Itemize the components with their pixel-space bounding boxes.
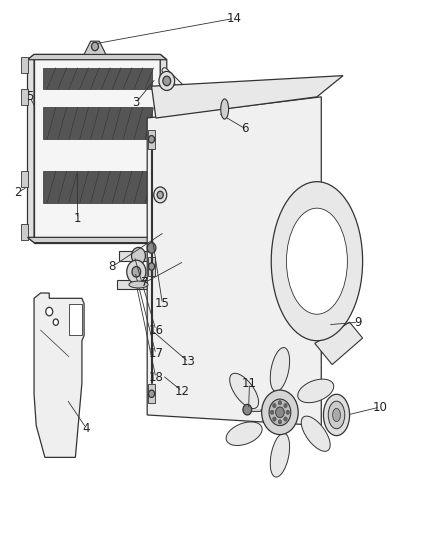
Circle shape	[163, 76, 171, 86]
Circle shape	[157, 191, 163, 199]
Polygon shape	[152, 76, 343, 118]
Circle shape	[276, 407, 284, 418]
Polygon shape	[28, 54, 34, 243]
Ellipse shape	[270, 433, 290, 477]
Text: 4: 4	[82, 422, 90, 435]
Polygon shape	[21, 224, 28, 240]
Polygon shape	[21, 57, 28, 73]
Polygon shape	[43, 108, 152, 139]
Polygon shape	[148, 384, 155, 403]
Circle shape	[92, 42, 99, 51]
Circle shape	[270, 410, 274, 415]
Ellipse shape	[323, 394, 350, 435]
Polygon shape	[21, 171, 28, 187]
Circle shape	[284, 417, 287, 421]
Text: 18: 18	[148, 372, 163, 384]
Circle shape	[132, 266, 141, 277]
Text: 8: 8	[109, 260, 116, 273]
Polygon shape	[201, 100, 223, 118]
Polygon shape	[147, 97, 321, 425]
Ellipse shape	[271, 182, 363, 341]
Polygon shape	[84, 41, 106, 54]
Text: 5: 5	[26, 90, 33, 103]
Circle shape	[278, 419, 282, 424]
Circle shape	[286, 410, 290, 415]
Ellipse shape	[129, 281, 148, 288]
Ellipse shape	[298, 379, 334, 403]
Circle shape	[272, 417, 276, 421]
Circle shape	[222, 106, 227, 112]
Text: 15: 15	[155, 297, 170, 310]
Circle shape	[148, 135, 155, 143]
Circle shape	[272, 403, 276, 408]
Text: 14: 14	[227, 12, 242, 25]
Text: 10: 10	[373, 400, 388, 414]
Polygon shape	[21, 89, 28, 105]
Polygon shape	[28, 54, 167, 60]
Text: 13: 13	[181, 356, 196, 368]
Text: 16: 16	[148, 324, 163, 337]
Polygon shape	[148, 257, 155, 276]
Polygon shape	[69, 304, 82, 335]
Text: 12: 12	[174, 385, 190, 398]
Circle shape	[284, 403, 287, 408]
Text: 2: 2	[14, 186, 21, 199]
Circle shape	[53, 319, 58, 325]
Polygon shape	[34, 54, 160, 243]
Text: 3: 3	[133, 95, 140, 109]
Text: 11: 11	[242, 377, 257, 390]
Ellipse shape	[286, 208, 347, 314]
Circle shape	[261, 390, 298, 434]
Circle shape	[127, 260, 146, 284]
Text: 1: 1	[74, 212, 81, 225]
Circle shape	[46, 308, 53, 316]
Polygon shape	[43, 68, 152, 89]
Circle shape	[154, 187, 167, 203]
Polygon shape	[119, 251, 158, 261]
Circle shape	[148, 390, 155, 398]
Text: 6: 6	[241, 122, 249, 135]
Ellipse shape	[301, 416, 330, 451]
Polygon shape	[34, 293, 84, 457]
Ellipse shape	[226, 422, 262, 446]
Polygon shape	[117, 280, 160, 289]
Text: 9: 9	[354, 316, 362, 329]
Polygon shape	[160, 54, 167, 243]
Circle shape	[131, 247, 145, 264]
Text: 17: 17	[148, 348, 163, 360]
Circle shape	[148, 263, 155, 270]
Ellipse shape	[328, 401, 345, 429]
Polygon shape	[28, 237, 167, 243]
Polygon shape	[43, 171, 152, 203]
Text: 7: 7	[141, 276, 149, 289]
Circle shape	[269, 399, 291, 425]
Ellipse shape	[230, 373, 258, 408]
Circle shape	[243, 405, 252, 415]
Polygon shape	[315, 322, 363, 365]
Circle shape	[278, 401, 282, 405]
Ellipse shape	[270, 348, 290, 391]
Circle shape	[159, 71, 175, 91]
Circle shape	[147, 243, 156, 253]
Ellipse shape	[221, 99, 229, 119]
Polygon shape	[148, 130, 155, 149]
Ellipse shape	[332, 408, 340, 422]
